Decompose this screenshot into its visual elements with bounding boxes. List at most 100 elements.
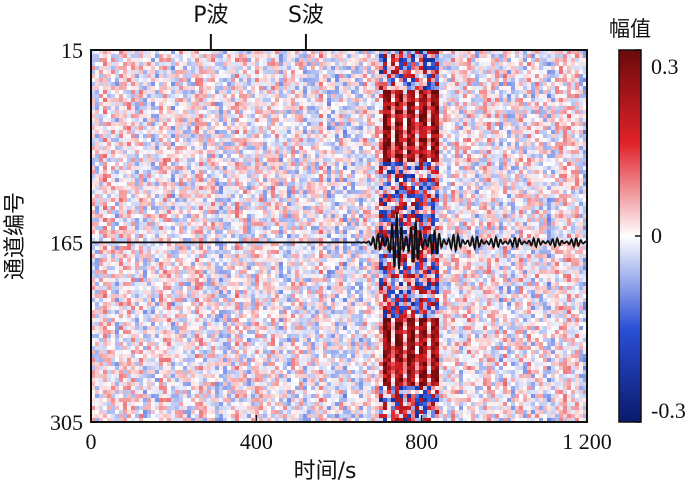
heatmap-cell: [551, 206, 555, 210]
heatmap-cell: [387, 70, 391, 74]
heatmap-cell: [523, 78, 527, 82]
heatmap-cell: [335, 126, 339, 130]
heatmap-cell: [319, 206, 323, 210]
heatmap-cell: [367, 138, 371, 142]
heatmap-cell: [127, 202, 131, 206]
heatmap-cell: [467, 66, 471, 70]
heatmap-cell: [95, 186, 99, 190]
heatmap-cell: [447, 182, 451, 186]
heatmap-cell: [567, 138, 571, 142]
heatmap-cell: [503, 50, 507, 54]
heatmap-cell: [335, 194, 339, 198]
heatmap-cell: [359, 66, 363, 70]
heatmap-cell: [243, 194, 247, 198]
heatmap-cell: [491, 54, 495, 58]
heatmap-cell: [419, 106, 423, 110]
heatmap-cell: [295, 78, 299, 82]
heatmap-cell: [131, 98, 135, 102]
heatmap-cell: [367, 50, 371, 54]
heatmap-cell: [319, 106, 323, 110]
heatmap-cell: [279, 90, 283, 94]
heatmap-cell: [311, 66, 315, 70]
heatmap-cell: [247, 50, 251, 54]
heatmap-cell: [563, 166, 567, 170]
heatmap-cell: [167, 54, 171, 58]
heatmap-cell: [363, 146, 367, 150]
heatmap-cell: [99, 194, 103, 198]
heatmap-cell: [331, 102, 335, 106]
heatmap-cell: [471, 78, 475, 82]
heatmap-cell: [343, 178, 347, 182]
heatmap-cell: [567, 118, 571, 122]
heatmap-cell: [559, 54, 563, 58]
heatmap-cell: [547, 194, 551, 198]
heatmap-cell: [403, 102, 407, 106]
heatmap-cell: [487, 86, 491, 90]
heatmap-cell: [155, 154, 159, 158]
heatmap-cell: [355, 106, 359, 110]
heatmap-cell: [183, 142, 187, 146]
heatmap-cell: [315, 174, 319, 178]
heatmap-cell: [419, 162, 423, 166]
heatmap-cell: [575, 154, 579, 158]
heatmap-cell: [115, 134, 119, 138]
heatmap-cell: [175, 190, 179, 194]
heatmap-cell: [275, 54, 279, 58]
heatmap-cell: [91, 158, 95, 162]
heatmap-cell: [331, 202, 335, 206]
heatmap-cell: [247, 142, 251, 146]
heatmap-cell: [379, 206, 383, 210]
heatmap-cell: [307, 202, 311, 206]
heatmap-cell: [379, 62, 383, 66]
heatmap-cell: [479, 190, 483, 194]
heatmap-cell: [399, 134, 403, 138]
heatmap-cell: [543, 78, 547, 82]
heatmap-cell: [319, 126, 323, 130]
heatmap-cell: [95, 74, 99, 78]
heatmap-cell: [147, 86, 151, 90]
heatmap-cell: [191, 122, 195, 126]
heatmap-cell: [127, 58, 131, 62]
heatmap-cell: [515, 174, 519, 178]
heatmap-cell: [127, 158, 131, 162]
heatmap-cell: [91, 194, 95, 198]
heatmap-cell: [347, 130, 351, 134]
heatmap-cell: [543, 146, 547, 150]
heatmap-cell: [299, 106, 303, 110]
heatmap-cell: [327, 182, 331, 186]
heatmap-cell: [247, 130, 251, 134]
heatmap-cell: [343, 190, 347, 194]
heatmap-cell: [315, 78, 319, 82]
heatmap-cell: [499, 142, 503, 146]
heatmap-cell: [103, 210, 107, 214]
heatmap-cell: [107, 178, 111, 182]
heatmap-cell: [187, 198, 191, 202]
heatmap-cell: [295, 114, 299, 118]
heatmap-cell: [271, 162, 275, 166]
heatmap-cell: [119, 62, 123, 66]
heatmap-cell: [135, 106, 139, 110]
heatmap-cell: [263, 82, 267, 86]
heatmap-cell: [431, 118, 435, 122]
heatmap-cell: [127, 130, 131, 134]
heatmap-cell: [503, 130, 507, 134]
heatmap-cell: [491, 66, 495, 70]
heatmap-cell: [559, 206, 563, 210]
heatmap-cell: [307, 118, 311, 122]
heatmap-cell: [239, 50, 243, 54]
heatmap-cell: [355, 166, 359, 170]
heatmap-cell: [539, 78, 543, 82]
heatmap-cell: [315, 154, 319, 158]
heatmap-cell: [191, 50, 195, 54]
heatmap-cell: [255, 134, 259, 138]
heatmap-cell: [343, 82, 347, 86]
heatmap-cell: [279, 78, 283, 82]
heatmap-cell: [471, 206, 475, 210]
heatmap-cell: [571, 90, 575, 94]
heatmap-cell: [207, 142, 211, 146]
heatmap-cell: [295, 182, 299, 186]
heatmap-cell: [215, 78, 219, 82]
heatmap-cell: [487, 102, 491, 106]
heatmap-cell: [455, 114, 459, 118]
heatmap-cell: [423, 198, 427, 202]
